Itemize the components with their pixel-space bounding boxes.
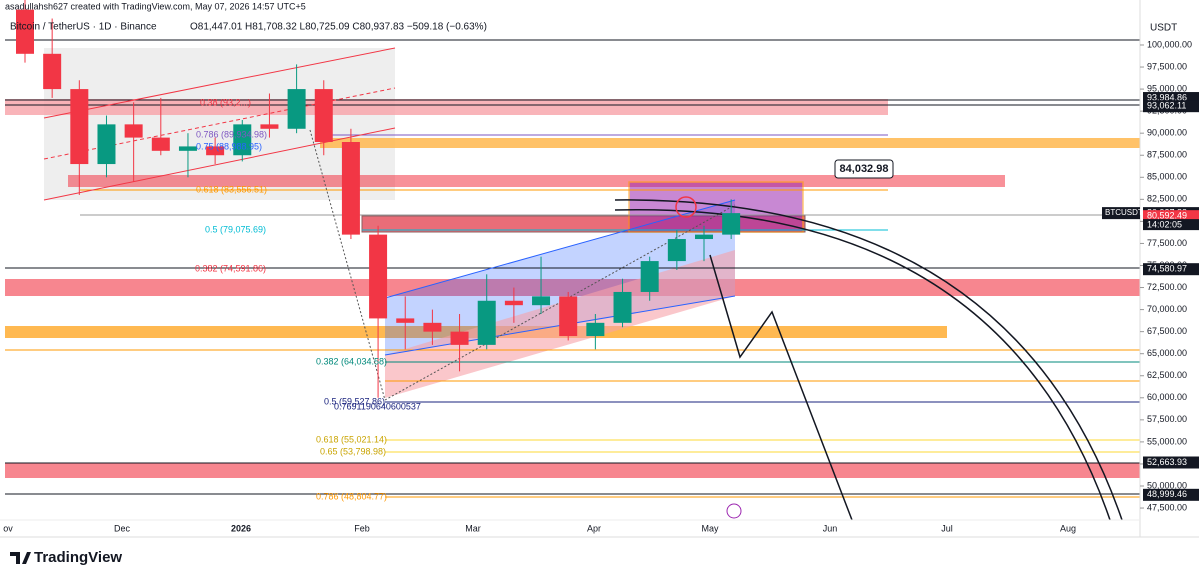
- body: [260, 124, 279, 129]
- price-marker-label: 80,592.49: [1147, 211, 1187, 221]
- candles: [16, 0, 741, 398]
- credit: asadullahsh627 created with TradingView.…: [5, 1, 306, 11]
- body: [504, 300, 523, 306]
- fib-label: 0.786 (89,934.98): [196, 129, 267, 139]
- price-marker: [1143, 488, 1199, 501]
- tick-label: 87,500.00: [1147, 150, 1187, 160]
- fib-label: 0.7691190640600537: [334, 401, 421, 411]
- time-axis: ov Dec 2026 Feb Mar Apr May Jun Jul Aug: [3, 523, 1076, 533]
- body: [559, 296, 578, 337]
- currency: USDT: [1150, 23, 1177, 34]
- fib-label: 0.382 (74,591.86): [195, 263, 266, 273]
- body: [450, 331, 469, 345]
- price-axis-labels: 100,000.0097,500.0095,000.0092,500.0090,…: [1140, 39, 1199, 512]
- body: [341, 142, 360, 235]
- tick-label: 90,000.00: [1147, 128, 1187, 138]
- time-label: 2026: [231, 523, 251, 533]
- symbol-tag-box: [1102, 207, 1140, 220]
- tick-label: 65,000.00: [1147, 348, 1187, 358]
- price-marker-label: 52,663.93: [1147, 457, 1187, 467]
- time-label: ov: [3, 523, 13, 533]
- price-marker-label: 93,984.86: [1147, 92, 1187, 102]
- symbol: Bitcoin / TetherUS · 1D · Binance: [10, 22, 157, 33]
- body: [369, 234, 388, 319]
- fib-label: 0.65 (53,798.98): [320, 446, 386, 456]
- target-box: [834, 159, 894, 179]
- tick-label: 72,500.00: [1147, 282, 1187, 292]
- tick-label: 60,000.00: [1147, 392, 1187, 402]
- body: [16, 9, 34, 54]
- body: [287, 89, 306, 129]
- symbol-tag: BTCUSDT: [1105, 208, 1143, 217]
- price-marker-label: 48,999.46: [1147, 489, 1187, 499]
- price-marker-label: 74,580.97: [1147, 264, 1187, 274]
- fib-label: 0.5 (59,527.86): [324, 396, 385, 406]
- price-marker: [1143, 456, 1199, 469]
- event-icon: [726, 503, 742, 519]
- body: [396, 318, 415, 323]
- body: [151, 137, 170, 151]
- time-label: Dec: [114, 523, 131, 533]
- tick-label: 82,500.00: [1147, 194, 1187, 204]
- body: [640, 261, 659, 292]
- body: [124, 124, 143, 138]
- body: [532, 296, 551, 306]
- body: [70, 89, 89, 165]
- tick-label: 77,500.00: [1147, 238, 1187, 248]
- tick-label: 47,500.00: [1147, 502, 1187, 512]
- time-label: May: [701, 523, 719, 533]
- fib-label: 0.38 (93,2...): [200, 97, 251, 107]
- fib-label: 0.5 (79,075.69): [205, 224, 266, 234]
- body: [97, 124, 116, 165]
- fib-label: 0.786 (48,804.77): [316, 491, 387, 501]
- fib-label: 0.618 (55,021.14): [316, 434, 387, 444]
- tick-label: 62,500.00: [1147, 370, 1187, 380]
- body: [722, 213, 741, 235]
- time-label: Jul: [941, 523, 953, 533]
- tick-label: 97,500.00: [1147, 61, 1187, 71]
- body: [314, 89, 333, 143]
- ohlc: O81,447.01 H81,708.32 L80,725.09 C80,937…: [190, 22, 487, 33]
- logo: [10, 552, 31, 564]
- body: [695, 234, 713, 240]
- body: [613, 291, 632, 323]
- footer: [0, 537, 1199, 577]
- tick-label: 50,000.00: [1147, 480, 1187, 490]
- fib-labels: 0.38 (93,2...) 0.786 (89,934.98) 0.75 (88,…: [195, 97, 421, 501]
- price-marker: [1143, 100, 1199, 113]
- countdown: 14:02:05: [1147, 219, 1182, 229]
- price-marker-label: 93,062.11: [1147, 101, 1186, 111]
- tick-label: 95,000.00: [1147, 83, 1187, 93]
- body: [233, 124, 252, 156]
- body: [178, 146, 197, 151]
- body: [477, 300, 496, 345]
- tick-label: 100,000.00: [1147, 39, 1192, 49]
- countdown-box: [1143, 219, 1199, 231]
- levels: [5, 39, 1140, 521]
- body: [423, 322, 442, 332]
- body: [667, 239, 686, 262]
- tick-label: 57,500.00: [1147, 414, 1187, 424]
- body: [43, 53, 62, 90]
- time-label: Feb: [354, 523, 370, 533]
- price-marker: [1143, 263, 1199, 276]
- time-label: Mar: [465, 523, 481, 533]
- fib-label: 0.75 (88,988.95): [196, 141, 262, 151]
- time-label: Apr: [587, 523, 601, 533]
- tick-label: 85,000.00: [1147, 172, 1187, 182]
- zones: [5, 48, 1140, 478]
- tick-label: 67,500.00: [1147, 326, 1187, 336]
- body: [586, 322, 605, 337]
- tick-label: 55,000.00: [1147, 436, 1187, 446]
- time-label: Jun: [823, 523, 838, 533]
- fib-label: 0.618 (83,556.51): [196, 184, 267, 194]
- target-label: 84,032.98: [840, 163, 889, 175]
- tick-label: 70,000.00: [1147, 304, 1187, 314]
- brand: TradingView: [34, 549, 122, 566]
- body: [206, 146, 225, 156]
- time-label: Aug: [1060, 523, 1076, 533]
- fib-label: 0.382 (64,034.58): [316, 356, 387, 366]
